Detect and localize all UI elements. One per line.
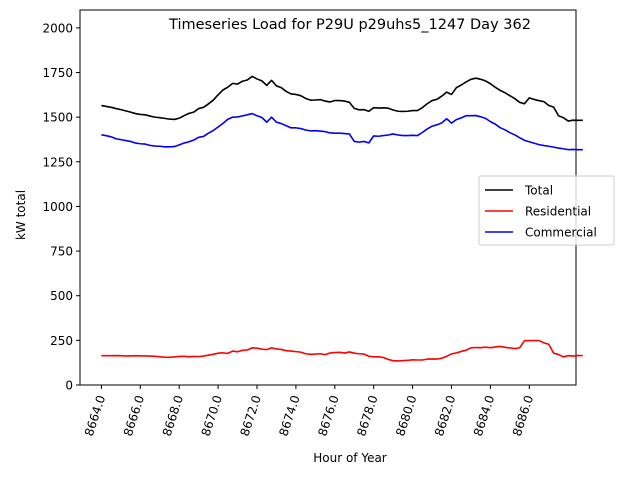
chart-legend: Total Residential Commercial — [478, 175, 615, 246]
x-tick-label: 8686.0 — [510, 394, 536, 438]
legend-frame — [478, 175, 615, 246]
y-tick-label: 1750 — [42, 66, 73, 80]
x-tick-label: 8664.0 — [82, 394, 108, 438]
legend-label-residential: Residential — [525, 205, 591, 219]
y-tick-label: 1500 — [42, 111, 73, 125]
x-tick-label: 8680.0 — [393, 394, 419, 438]
x-tick-label: 8668.0 — [160, 394, 186, 438]
x-axis-ticks: 8664.0 8666.0 8668.0 8670.0 8672.0 8674.0 8676… — [82, 385, 536, 438]
legend-label-commercial: Commercial — [525, 226, 597, 240]
x-tick-label: 8666.0 — [121, 394, 147, 438]
y-axis-ticks: 0 250 500 750 1000 1250 1500 1750 2000 — [42, 21, 80, 393]
x-tick-label: 8676.0 — [315, 394, 341, 438]
y-tick-label: 500 — [50, 289, 73, 303]
x-tick-label: 8670.0 — [199, 394, 225, 438]
x-tick-label: 8674.0 — [276, 394, 302, 438]
x-tick-label: 8678.0 — [354, 394, 380, 438]
y-tick-label: 750 — [50, 245, 73, 259]
series-line-total — [101, 75, 583, 122]
chart-title: Timeseries Load for P29U p29uhs5_1247 Da… — [168, 17, 531, 33]
series-lines — [101, 75, 583, 362]
x-tick-label: 8684.0 — [471, 394, 497, 438]
y-tick-label: 0 — [65, 379, 73, 393]
x-tick-label: 8682.0 — [432, 394, 458, 438]
x-tick-label: 8672.0 — [238, 394, 264, 438]
series-line-residential — [101, 339, 583, 362]
y-tick-label: 1250 — [42, 155, 73, 169]
series-line-commercial — [101, 112, 583, 151]
y-axis-label: kW total — [14, 190, 28, 240]
legend-label-total: Total — [524, 184, 553, 198]
y-tick-label: 1000 — [42, 200, 73, 214]
y-tick-label: 2000 — [42, 21, 73, 35]
y-tick-label: 250 — [50, 334, 73, 348]
x-axis-label: Hour of Year — [313, 451, 387, 465]
